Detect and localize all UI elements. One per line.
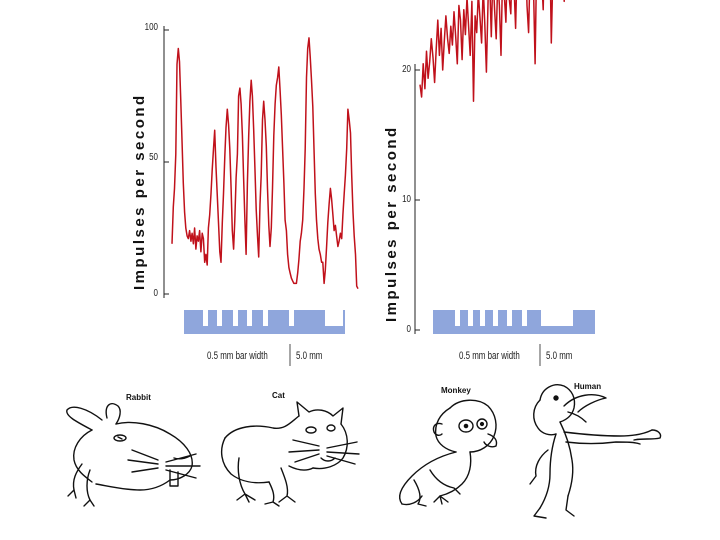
right-stimulus-gap-5 <box>522 310 527 326</box>
left-bar-width-caption: 0.5 mm bar width <box>207 350 268 362</box>
right-tick-20: 20 <box>402 64 411 75</box>
cat-drawing <box>220 401 360 507</box>
rabbit-label: Rabbit <box>126 393 151 402</box>
right-stimulus-gap-2 <box>480 310 485 326</box>
human-label: Human <box>574 382 602 391</box>
left-tick-50: 50 <box>149 152 158 163</box>
cat-label: Cat <box>272 391 285 400</box>
right-tick-10: 10 <box>402 194 411 205</box>
left-y-axis-label: Impulses per second <box>131 93 148 290</box>
right-end-caption: 5.0 mm <box>546 350 573 362</box>
left-end-caption: 5.0 mm <box>296 350 323 362</box>
left-stimulus-gap-4 <box>263 310 268 326</box>
right-stimulus-gap-6 <box>541 310 573 326</box>
left-tick-100: 100 <box>144 22 158 33</box>
left-tick-0: 0 <box>153 288 158 299</box>
monkey-drawing <box>398 399 498 507</box>
left-stimulus-gap-2 <box>233 310 238 326</box>
rabbit-drawing <box>66 402 201 507</box>
right-stimulus-gap-4 <box>507 310 512 326</box>
left-firing-rate-line <box>171 37 359 290</box>
left-stimulus-gap-0 <box>203 310 208 326</box>
right-firing-rate-line <box>419 0 580 102</box>
right-bar-width-caption: 0.5 mm bar width <box>459 350 520 362</box>
right-tick-0: 0 <box>406 324 411 335</box>
human-drawing <box>529 384 662 519</box>
monkey-label: Monkey <box>441 386 471 395</box>
left-stimulus-gap-3 <box>247 310 252 326</box>
left-stimulus-gap-6 <box>325 310 343 326</box>
right-stimulus-gap-0 <box>455 310 460 326</box>
right-stimulus-gap-1 <box>468 310 473 326</box>
left-stimulus-gap-1 <box>217 310 222 326</box>
left-stimulus-gap-5 <box>289 310 294 326</box>
right-y-axis-label: Impulses per second <box>383 125 400 322</box>
right-stimulus-gap-3 <box>493 310 498 326</box>
